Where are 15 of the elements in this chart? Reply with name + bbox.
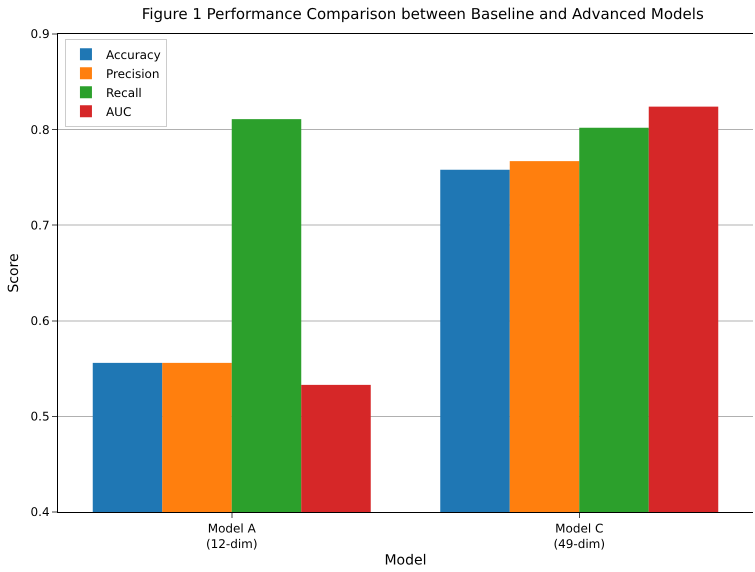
y-tick-label: 0.9 — [30, 27, 50, 42]
x-tick-label: Model A (12-dim) — [206, 521, 258, 551]
chart-title: Figure 1 Performance Comparison between Baseline and Advanced Models — [142, 5, 704, 24]
legend-label: Accuracy — [106, 48, 161, 62]
y-tick-label: 0.8 — [30, 122, 50, 137]
y-tick-label: 0.7 — [30, 218, 50, 232]
legend-label: AUC — [106, 104, 132, 119]
y-tick-label: 0.4 — [30, 505, 50, 520]
x-axis-title: Model — [384, 552, 427, 568]
y-tick-label: 0.5 — [30, 410, 50, 424]
legend-label: Precision — [106, 66, 160, 81]
legend-label: Recall — [106, 86, 142, 100]
y-axis-title: Score — [6, 253, 22, 293]
y-tick-label: 0.6 — [30, 314, 50, 328]
x-tick-label: Model C (49-dim) — [553, 521, 606, 551]
